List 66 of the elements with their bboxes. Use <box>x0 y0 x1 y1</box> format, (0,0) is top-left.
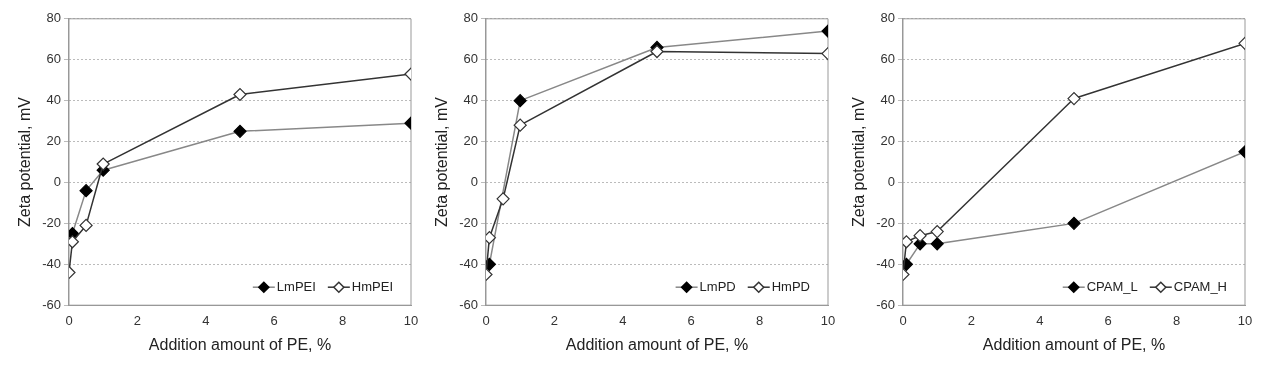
x-tick-label: 2 <box>133 312 142 328</box>
point <box>902 235 914 249</box>
x-tick-label: 10 <box>820 312 836 328</box>
y-tick-label: 80 <box>463 10 478 26</box>
y-tick-label: -60 <box>42 296 61 312</box>
x-tick-label: 4 <box>619 312 627 328</box>
y-tick-label: 80 <box>46 10 61 26</box>
x-tick-label: 10 <box>1237 312 1253 328</box>
y-tick-label: 40 <box>46 92 61 108</box>
x-tick-label: 6 <box>687 312 695 328</box>
y-tick-label: 0 <box>53 174 61 190</box>
point <box>650 44 664 59</box>
x-tick-label: 2 <box>550 312 559 328</box>
y-tick-label: -20 <box>459 214 478 230</box>
point <box>68 235 80 249</box>
y-tick-label: -20 <box>42 214 61 230</box>
x-tick-label: 2 <box>967 312 976 328</box>
x-tick-label: 10 <box>403 312 419 328</box>
y-tick-label: 60 <box>880 51 895 67</box>
legend-label: LmPEI <box>276 278 316 294</box>
y-tick-label: -40 <box>459 255 478 271</box>
y-tick-label: 40 <box>463 92 478 108</box>
y-tick-label: 40 <box>880 92 895 108</box>
x-tick-label: 4 <box>202 312 210 328</box>
point <box>233 87 247 102</box>
x-axis-title: Addition amount of PE, % <box>565 335 749 353</box>
x-tick-label: 8 <box>338 312 347 328</box>
y-tick-label: 60 <box>463 51 478 67</box>
x-tick-label: 6 <box>1104 312 1112 328</box>
point <box>1067 91 1081 106</box>
x-tick-label: 0 <box>65 312 73 328</box>
point <box>79 218 93 233</box>
y-axis-title: Zeta potential, mV <box>850 96 868 227</box>
point <box>913 229 927 243</box>
y-axis-title: Zeta potential, mV <box>433 96 451 227</box>
y-tick-label: 0 <box>470 174 478 190</box>
y-tick-label: -60 <box>459 296 478 312</box>
x-axis-title: Addition amount of PE, % <box>148 335 332 353</box>
y-tick-label: -40 <box>876 255 895 271</box>
point <box>513 118 527 132</box>
y-tick-label: 20 <box>463 133 478 149</box>
x-tick-label: 8 <box>1172 312 1181 328</box>
x-axis-title: Addition amount of PE, % <box>982 335 1166 353</box>
y-tick-label: -60 <box>876 296 895 312</box>
x-tick-label: 0 <box>899 312 907 328</box>
y-tick-label: -40 <box>42 255 61 271</box>
point <box>930 224 944 239</box>
x-tick-label: 4 <box>1036 312 1044 328</box>
legend-label: CPAM_H <box>1173 278 1228 294</box>
legend-label: HmPD <box>771 278 810 294</box>
y-tick-label: -20 <box>876 214 895 230</box>
x-tick-label: 6 <box>270 312 278 328</box>
legend-label: HmPEI <box>351 278 393 294</box>
x-tick-label: 0 <box>482 312 490 328</box>
point <box>485 231 497 245</box>
point <box>96 157 110 171</box>
point <box>496 192 510 206</box>
legend-label: CPAM_L <box>1086 278 1138 294</box>
y-tick-label: 20 <box>880 133 895 149</box>
y-tick-label: 80 <box>880 10 895 26</box>
y-axis-title: Zeta potential, mV <box>16 96 34 227</box>
y-tick-label: 60 <box>46 51 61 67</box>
y-tick-label: 0 <box>887 174 895 190</box>
legend-label: LmPD <box>699 278 736 294</box>
x-tick-label: 8 <box>755 312 764 328</box>
y-tick-label: 20 <box>46 133 61 149</box>
